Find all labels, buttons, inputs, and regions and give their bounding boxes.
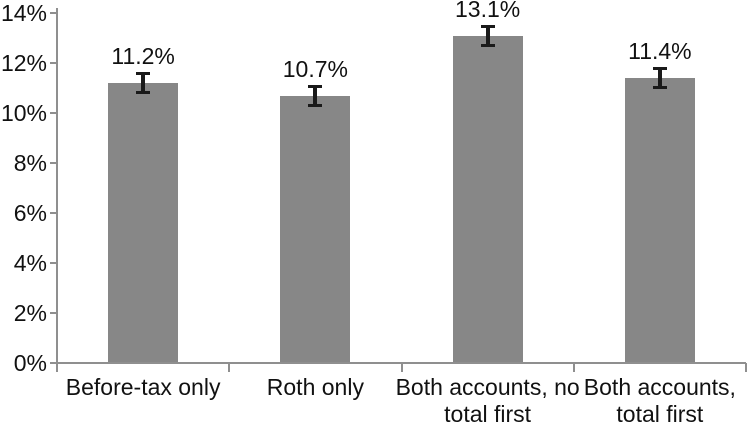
value-label: 11.4%: [628, 38, 692, 64]
x-tick-mark: [572, 363, 575, 372]
category-label: Roth only: [266, 374, 364, 400]
error-bar-cap-bottom: [480, 43, 495, 47]
y-axis-label: 2%: [13, 300, 47, 326]
error-bar-line: [485, 24, 490, 47]
y-tick-mark: [50, 112, 57, 114]
value-label: 10.7%: [282, 55, 348, 82]
y-axis-label: 8%: [13, 150, 47, 176]
error-bar-line: [313, 84, 318, 107]
y-tick-mark: [50, 62, 57, 64]
bar: [452, 35, 523, 362]
error-bar-cap-bottom: [308, 103, 323, 107]
category-label: Both accounts, no total first: [395, 374, 580, 427]
error-bar-cap-top: [480, 24, 495, 28]
value-label: 11.2%: [111, 43, 175, 69]
y-axis-label: 10%: [0, 100, 47, 126]
error-bar-cap-top: [136, 72, 151, 75]
error-bar-cap-top: [308, 84, 323, 88]
y-axis-line: [56, 8, 58, 363]
y-axis-label: 12%: [0, 50, 47, 76]
y-axis-label: 6%: [13, 200, 47, 226]
y-axis-label: 0%: [13, 350, 47, 376]
bar: [624, 78, 695, 362]
y-tick-mark: [50, 12, 57, 14]
y-tick-mark: [50, 362, 57, 364]
category-label: Before-tax only: [65, 374, 221, 400]
y-tick-mark: [50, 162, 57, 164]
bar: [280, 95, 351, 362]
y-tick-mark: [50, 262, 57, 264]
value-label: 13.1%: [455, 0, 521, 22]
error-bar-line: [657, 67, 662, 89]
error-bar-cap-bottom: [136, 91, 151, 94]
y-tick-mark: [50, 312, 57, 314]
y-axis-label: 4%: [13, 250, 47, 276]
x-tick-mark: [745, 363, 747, 372]
x-tick-mark: [400, 363, 403, 372]
error-bar-cap-top: [652, 67, 667, 70]
bar: [108, 83, 179, 362]
x-tick-mark: [56, 363, 58, 372]
category-label: Both accounts, total first: [583, 374, 736, 427]
x-tick-mark: [228, 363, 231, 372]
y-axis-label: 14%: [0, 0, 47, 26]
error-bar-line: [141, 72, 146, 94]
error-bar-cap-bottom: [652, 86, 667, 89]
y-tick-mark: [50, 212, 57, 214]
